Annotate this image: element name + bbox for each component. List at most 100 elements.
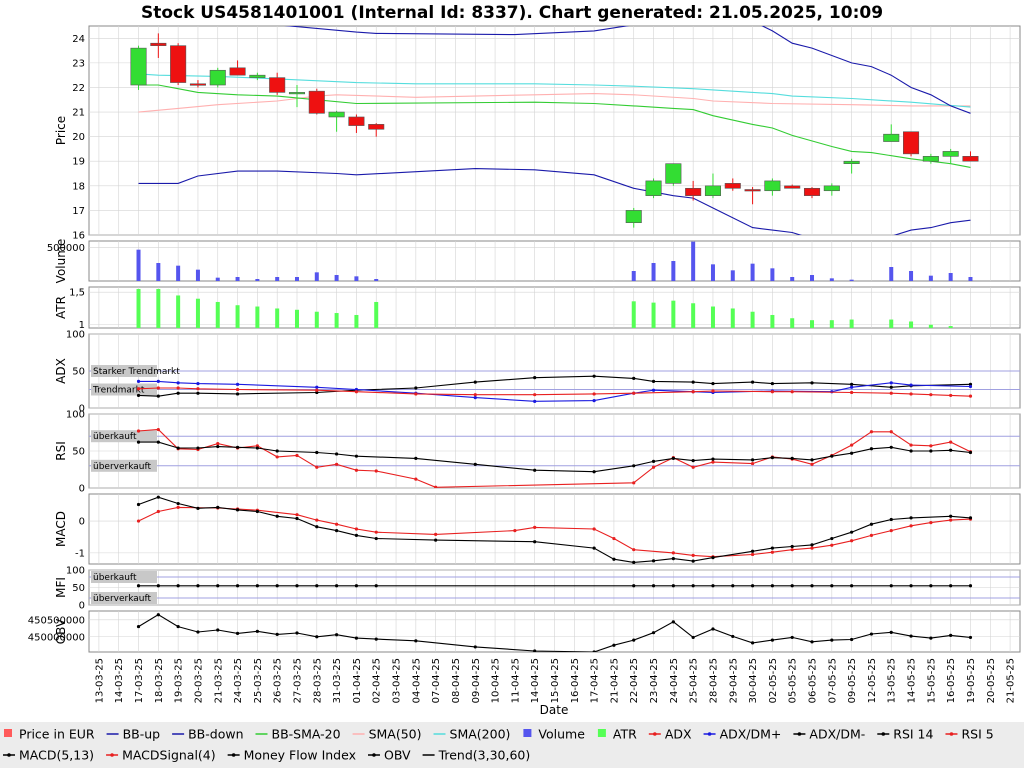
- y-tick-label: 18: [72, 181, 85, 192]
- volume-bar: [275, 277, 280, 281]
- mfi-line-point: [949, 584, 953, 588]
- dm-minus-line-point: [592, 374, 596, 378]
- macd-line-point: [315, 525, 319, 529]
- rsi5-line-point: [295, 453, 299, 458]
- rsi14-line-point: [889, 445, 893, 449]
- sma200-line: [138, 73, 971, 108]
- atr-bar: [255, 306, 260, 328]
- atr-bar: [829, 320, 834, 328]
- volume-bar: [770, 268, 775, 281]
- x-tick-label: 24-03-25: [233, 658, 244, 703]
- panel-macd: 0 -1 MACD: [54, 493, 1021, 565]
- obv-line-point: [810, 640, 814, 644]
- macd-signal-line-point: [949, 518, 953, 522]
- rsi5-line-point: [850, 443, 854, 447]
- adx-line-point: [354, 390, 359, 394]
- x-tick-label: 12-05-25: [867, 658, 878, 703]
- candle-body: [704, 185, 721, 196]
- grid: [89, 611, 1020, 652]
- candle-body: [209, 69, 226, 86]
- x-tick-label: 29-04-25: [728, 658, 739, 703]
- y-tick-label: 16: [72, 231, 85, 242]
- adx-line-point: [949, 393, 953, 398]
- mfi-line-point: [156, 584, 160, 588]
- volume-bar: [710, 264, 715, 281]
- obv-line-point: [889, 630, 893, 634]
- zone-label-bg: [91, 571, 157, 583]
- obv-line-point: [374, 637, 378, 641]
- rsi14-line-point: [354, 454, 359, 458]
- atr-bar: [810, 320, 815, 328]
- x-tick-label: 20-03-25: [193, 658, 204, 703]
- y-axis-label: RSI: [54, 441, 68, 461]
- y-tick-label: 50: [72, 367, 85, 378]
- y-tick-label: 22: [72, 83, 85, 94]
- adx-line-point: [632, 391, 636, 395]
- obv-line-point: [156, 613, 160, 617]
- macd-signal-line-point: [533, 525, 537, 530]
- mfi-line-point: [770, 584, 774, 588]
- dm-plus-line-point: [354, 387, 359, 392]
- legend-swatch-dot: [653, 732, 657, 736]
- atr-bar: [671, 300, 676, 328]
- dm-minus-line-point: [196, 391, 200, 395]
- x-tick-label: 07-05-25: [827, 658, 838, 703]
- rsi5-line-point: [414, 477, 418, 481]
- rsi5-line-point: [315, 465, 319, 469]
- plot-obv: [136, 613, 973, 652]
- y-tick-label: -1: [75, 548, 85, 559]
- legend-item-label: SMA(50): [369, 727, 422, 742]
- volume-bar: [195, 269, 200, 281]
- atr-bar: [651, 302, 656, 328]
- zone-label-bg: [91, 383, 157, 396]
- rsi14-line-point: [929, 449, 933, 453]
- candle-body: [922, 156, 939, 162]
- dm-minus-line-point: [691, 380, 695, 384]
- legend-item-label: BB-SMA-20: [272, 727, 341, 742]
- mfi-line-point: [750, 584, 755, 588]
- dm-minus-line-point: [750, 380, 755, 384]
- dm-minus-line-point: [632, 376, 636, 380]
- atr-bar: [294, 309, 299, 328]
- rsi5-line-point: [335, 462, 339, 466]
- y-tick-label: 0: [79, 601, 85, 612]
- adx-line-point: [315, 388, 319, 392]
- candle-body: [883, 133, 900, 142]
- plot-adx: Starker Trendmarkt Trendmarkt: [89, 365, 1020, 403]
- macd-line-point: [275, 514, 279, 518]
- legend-swatch-dot: [949, 732, 954, 736]
- volume-bar: [909, 271, 914, 281]
- macd-signal-line-point: [434, 532, 438, 537]
- macd-line-point: [651, 559, 656, 563]
- atr-bar: [849, 319, 854, 328]
- adx-line-point: [889, 391, 893, 395]
- atr-bar: [691, 303, 696, 328]
- legend-bg: [0, 722, 1024, 768]
- mfi-line-point: [889, 584, 893, 588]
- obv-line-point: [275, 632, 279, 636]
- legend-swatch-dot: [881, 732, 886, 736]
- x-tick-label: 13-05-25: [887, 658, 898, 703]
- rsi14-line-point: [255, 446, 259, 450]
- macd-signal-line-point: [513, 528, 517, 533]
- dm-plus-line-point: [850, 385, 854, 389]
- rsi5-line-point: [869, 430, 874, 434]
- rsi14-line-point: [156, 440, 160, 444]
- x-tick-label: 11-04-25: [510, 658, 521, 703]
- obv-line-point: [295, 631, 299, 635]
- macd-signal-line-point: [810, 546, 814, 550]
- candle-body: [249, 74, 266, 78]
- macd-signal-line-point: [374, 530, 378, 534]
- plot-atr: [136, 288, 953, 328]
- x-tick-label: 27-03-25: [293, 658, 304, 703]
- rsi14-line-point: [335, 452, 339, 456]
- macd-signal-line-point: [929, 521, 933, 525]
- mfi-line-point: [810, 584, 814, 588]
- adx-line-point: [156, 386, 160, 390]
- candle-body: [685, 187, 702, 196]
- candle-body: [645, 180, 662, 196]
- volume-bar: [810, 275, 815, 281]
- atr-bar: [948, 326, 953, 328]
- mfi-line-point: [216, 584, 220, 588]
- macd-signal-line-point: [790, 548, 794, 552]
